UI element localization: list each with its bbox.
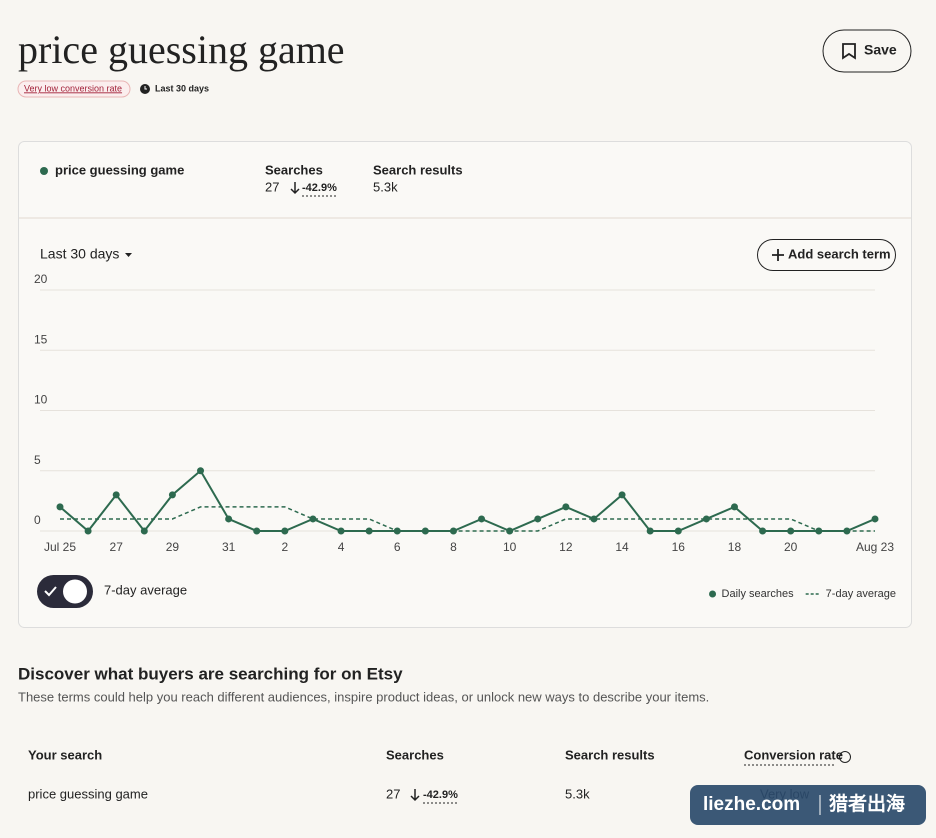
down-arrow bbox=[410, 789, 420, 802]
watermark-box bbox=[690, 785, 926, 825]
x-tick-label: 31 bbox=[222, 540, 236, 554]
point bbox=[759, 527, 767, 535]
cell: -42.9% bbox=[423, 789, 458, 801]
watermark-brand: 猎者出海 bbox=[829, 792, 905, 815]
x-tick-label: 27 bbox=[110, 540, 124, 554]
x-tick-label: 2 bbox=[281, 540, 288, 554]
legend-label: 7-day average bbox=[826, 588, 896, 600]
toggle-knob bbox=[63, 579, 87, 604]
point bbox=[140, 527, 148, 535]
x-tick-label: 18 bbox=[728, 540, 742, 554]
watermark-site: liezhe.com bbox=[703, 794, 800, 815]
searches-label: Searches bbox=[265, 162, 323, 177]
average-line bbox=[60, 506, 875, 532]
point bbox=[730, 503, 738, 511]
card bbox=[18, 141, 912, 628]
save-button[interactable] bbox=[822, 29, 912, 73]
point bbox=[787, 527, 795, 535]
x-tick-label: 16 bbox=[672, 540, 686, 554]
legend-label: Daily searches bbox=[722, 588, 795, 600]
period-text: Last 30 days bbox=[155, 83, 209, 93]
point bbox=[56, 503, 64, 511]
results-label: Search results bbox=[373, 162, 463, 177]
add-button[interactable] bbox=[757, 239, 896, 271]
searches-value: 27 bbox=[265, 179, 279, 194]
point bbox=[112, 491, 120, 499]
column-header: Conversion rate bbox=[744, 747, 843, 762]
x-tick-label: Aug 23 bbox=[856, 540, 894, 554]
bookmark-icon bbox=[842, 43, 856, 60]
x-tick-label: 29 bbox=[166, 540, 180, 554]
y-tick-label: 15 bbox=[34, 332, 48, 346]
table: Your search Searches Search results Convers… bbox=[28, 747, 851, 804]
save-text[interactable]: Save bbox=[864, 42, 897, 58]
point bbox=[562, 503, 570, 511]
results-value: 5.3k bbox=[373, 179, 398, 194]
series-line bbox=[59, 469, 876, 533]
point bbox=[365, 527, 373, 535]
point bbox=[478, 515, 486, 523]
point bbox=[618, 491, 626, 499]
period-dropdown[interactable]: Last 30 days bbox=[40, 246, 119, 262]
badge bbox=[17, 80, 131, 98]
cell: 5.3k bbox=[565, 786, 590, 801]
point bbox=[281, 527, 289, 535]
y-tick-label: 20 bbox=[34, 272, 48, 286]
point bbox=[506, 527, 514, 535]
point bbox=[337, 527, 345, 535]
toggle-label: 7-day average bbox=[104, 582, 187, 597]
point bbox=[534, 515, 542, 523]
cell: 27 bbox=[386, 786, 400, 801]
point bbox=[168, 491, 176, 499]
point bbox=[646, 527, 654, 535]
point bbox=[393, 527, 401, 535]
caret bbox=[125, 253, 132, 257]
x-tick-label: 8 bbox=[450, 540, 457, 554]
discover-description: These terms could help you reach differe… bbox=[18, 689, 709, 704]
cell: price guessing game bbox=[28, 786, 148, 801]
point bbox=[674, 527, 682, 535]
clock-hand bbox=[144, 86, 147, 90]
y-tick-label: 10 bbox=[34, 393, 48, 407]
column-header: Searches bbox=[386, 747, 444, 762]
term-dot bbox=[40, 167, 48, 175]
page-title: price guessing game bbox=[18, 27, 345, 72]
down-arrow bbox=[290, 182, 300, 195]
point bbox=[590, 515, 598, 523]
point bbox=[449, 527, 457, 535]
column-header: Your search bbox=[28, 747, 102, 762]
x-tick-label: 10 bbox=[503, 540, 517, 554]
point bbox=[225, 515, 233, 523]
point bbox=[871, 515, 879, 523]
column-header: Search results bbox=[565, 747, 655, 762]
x-tick-label: 14 bbox=[615, 540, 629, 554]
x-tick-label: 6 bbox=[394, 540, 401, 554]
check-icon bbox=[44, 586, 57, 597]
x-tick-label: Jul 25 bbox=[44, 540, 76, 554]
x-tick-label: 12 bbox=[559, 540, 573, 554]
point bbox=[843, 527, 851, 535]
point bbox=[815, 527, 823, 535]
x-tick-label: 4 bbox=[338, 540, 345, 554]
searches-change: -42.9% bbox=[302, 182, 337, 194]
add-text[interactable]: Add search term bbox=[788, 246, 891, 261]
discover-title: Discover what buyers are searching for o… bbox=[18, 664, 403, 683]
point bbox=[253, 527, 261, 535]
point bbox=[421, 527, 429, 535]
y-tick-label: 5 bbox=[34, 453, 41, 467]
plus-icon bbox=[772, 249, 784, 261]
x-tick-label: 20 bbox=[784, 540, 798, 554]
chart: 0 5 10 15 20 Jul 25 27 29 31 2 4 6 8 10 12 14 16 18 20 Aug … bbox=[34, 272, 896, 600]
point bbox=[309, 515, 317, 523]
badge-text: Very low conversion rate bbox=[24, 83, 122, 93]
point bbox=[197, 467, 205, 475]
y-tick-label: 0 bbox=[34, 513, 41, 527]
term: price guessing game bbox=[55, 162, 184, 177]
legend-swatch bbox=[709, 590, 717, 598]
help-icon bbox=[839, 751, 851, 763]
point bbox=[702, 515, 710, 523]
point bbox=[84, 527, 92, 535]
